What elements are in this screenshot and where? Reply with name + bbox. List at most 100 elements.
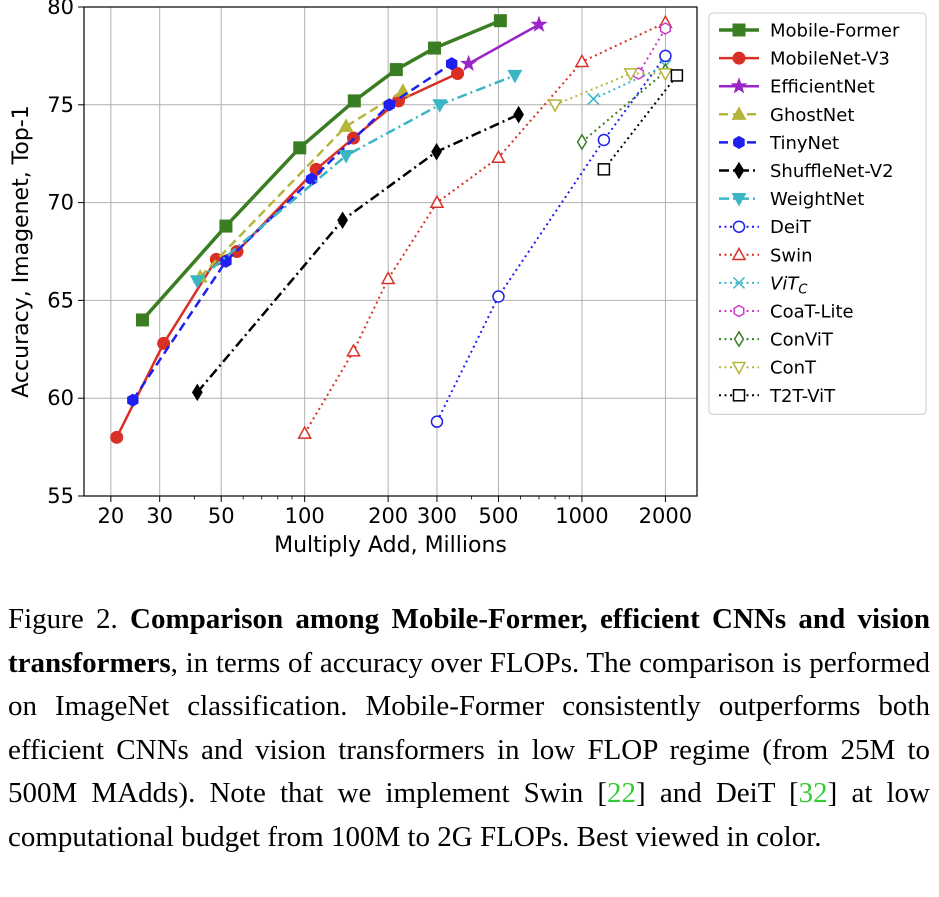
- data-point-efficientnet: [530, 15, 548, 32]
- legend-box: [708, 12, 927, 415]
- legend-marker: [732, 51, 746, 65]
- legend-label: Mobile-Former: [770, 21, 900, 42]
- legend-label: DeiT: [770, 217, 812, 238]
- legend: Mobile-Former MobileNet-V3 EfficientNet Gho…: [708, 12, 927, 415]
- citation-link-32[interactable]: 32: [798, 777, 828, 809]
- legend-label: Swin: [770, 245, 813, 266]
- plot-frame: [83, 6, 698, 497]
- legend-entry-weightnet: WeightNet: [719, 189, 864, 210]
- data-point-tinynet: [220, 254, 232, 268]
- data-point-tinynet: [383, 98, 396, 112]
- data-point-mobile-former: [219, 219, 233, 233]
- legend-marker: [733, 330, 745, 348]
- x-tick-label: 20: [98, 504, 125, 528]
- data-point-tinynet: [305, 172, 318, 186]
- data-point-deit: [659, 49, 672, 63]
- series-line-coat-lite: [637, 28, 667, 75]
- accuracy-vs-flops-chart: 20 30 50 100 200 300 500 1000 2000 55 60 65 70 75 80 M…: [9, 0, 927, 558]
- legend-marker: [731, 361, 747, 376]
- x-tick-label: 500: [478, 504, 518, 528]
- data-point-tinynet: [445, 57, 458, 71]
- legend-entry-ghostnet: GhostNet: [719, 105, 854, 126]
- data-point-mobile-former: [493, 14, 507, 28]
- data-point-convit: [576, 133, 588, 151]
- series-shufflenet-v2: [191, 105, 524, 402]
- data-point-swin: [346, 343, 361, 357]
- legend-marker: [731, 246, 747, 261]
- series-swin: [297, 14, 673, 439]
- legend-marker: [732, 389, 746, 402]
- data-point-swin: [429, 194, 445, 209]
- citation-link-22[interactable]: 22: [607, 777, 637, 809]
- series-line-efficientnet: [467, 23, 540, 65]
- series-deit: [430, 49, 672, 428]
- legend-label: ConViT: [770, 330, 834, 351]
- data-point-shufflenet-v2: [513, 105, 524, 124]
- data-point-shufflenet-v2: [337, 211, 348, 229]
- data-point-t2t-vit: [597, 163, 611, 176]
- data-point-tinynet: [127, 393, 139, 407]
- x-tick-label: 300: [417, 504, 457, 528]
- legend-label: CoaT-Lite: [770, 302, 854, 323]
- legend-entry-deit: DeiT: [719, 217, 812, 238]
- data-point-mobile-former: [389, 63, 403, 77]
- data-point-deit: [492, 290, 505, 303]
- legend-entry-shufflenet-v2: ShuffleNet-V2: [719, 161, 894, 182]
- legend-marker: [732, 276, 746, 289]
- legend-label: MobileNet-V3: [770, 49, 890, 70]
- y-tick-label: 75: [47, 93, 74, 117]
- figure: 20 30 50 100 200 300 500 1000 2000 55 60 65 70 75 80 M…: [9, 0, 927, 558]
- legend-marker: [733, 135, 745, 149]
- legend-entry-convit: ConViT: [719, 330, 834, 351]
- data-point-swin: [491, 149, 506, 164]
- data-point-deit: [430, 415, 444, 428]
- legend-entry-mobile-former: Mobile-Former: [719, 21, 900, 42]
- series-t2t-vit: [597, 69, 684, 176]
- legend-entry-vitc: ViTC: [719, 273, 808, 297]
- legend-entry-coat-lite: CoaT-Lite: [719, 302, 854, 323]
- data-point-mobilenet-v3: [157, 336, 171, 350]
- data-point-mobile-former: [347, 94, 361, 108]
- legend-marker: [730, 77, 748, 94]
- series-convit: [576, 62, 671, 151]
- legend-label-subscript: C: [798, 282, 808, 297]
- figure-caption: Figure 2. Comparison among Mobile-Former…: [8, 598, 930, 859]
- legend-marker: [731, 106, 747, 120]
- series-line-mobilenet-v3: [115, 72, 459, 438]
- legend-label: ViTC: [770, 273, 808, 297]
- caption-text-3: ] at low computational budget from 100M …: [8, 777, 930, 853]
- data-point-swin: [297, 425, 312, 439]
- data-point-mobilenet-v3: [451, 67, 465, 81]
- x-tick-label: 50: [208, 504, 235, 528]
- data-point-weightnet: [189, 275, 205, 289]
- data-point-weightnet: [432, 99, 448, 113]
- caption-title: Comparison among Mobile-Former, efficien…: [8, 603, 930, 679]
- data-point-shufflenet-v2: [191, 383, 203, 402]
- x-tick-label: 30: [146, 504, 173, 528]
- series-line-convit: [581, 70, 667, 143]
- legend-entry-t2t-vit: T2T-ViT: [719, 386, 836, 407]
- series-line-swin: [303, 21, 666, 434]
- data-point-t2t-vit: [670, 69, 684, 82]
- series-mobilenet-v3: [110, 67, 465, 444]
- data-point-cont: [547, 99, 563, 113]
- legend-label: EfficientNet: [770, 77, 875, 98]
- x-marker-stroke: [732, 276, 746, 289]
- series-mobile-former: [135, 14, 507, 327]
- y-axis-label: Accuracy, Imagenet, Top-1: [9, 105, 34, 397]
- series-tinynet: [127, 57, 458, 407]
- legend-label: GhostNet: [770, 105, 854, 126]
- legend-marker: [733, 161, 745, 180]
- data-point-vitc: [587, 92, 600, 105]
- series-line-shufflenet-v2: [196, 113, 520, 394]
- legend-label: T2T-ViT: [769, 386, 836, 407]
- series-line-deit: [436, 55, 667, 423]
- caption-figure-label: Figure 2.: [8, 603, 118, 635]
- legend-marker: [732, 23, 746, 37]
- legend-label: TinyNet: [769, 133, 839, 154]
- legend-marker: [732, 220, 746, 233]
- y-tick-label: 60: [47, 386, 74, 410]
- x-tick-label: 100: [285, 504, 325, 528]
- data-point-swin: [380, 271, 396, 285]
- grid: [84, 6, 697, 497]
